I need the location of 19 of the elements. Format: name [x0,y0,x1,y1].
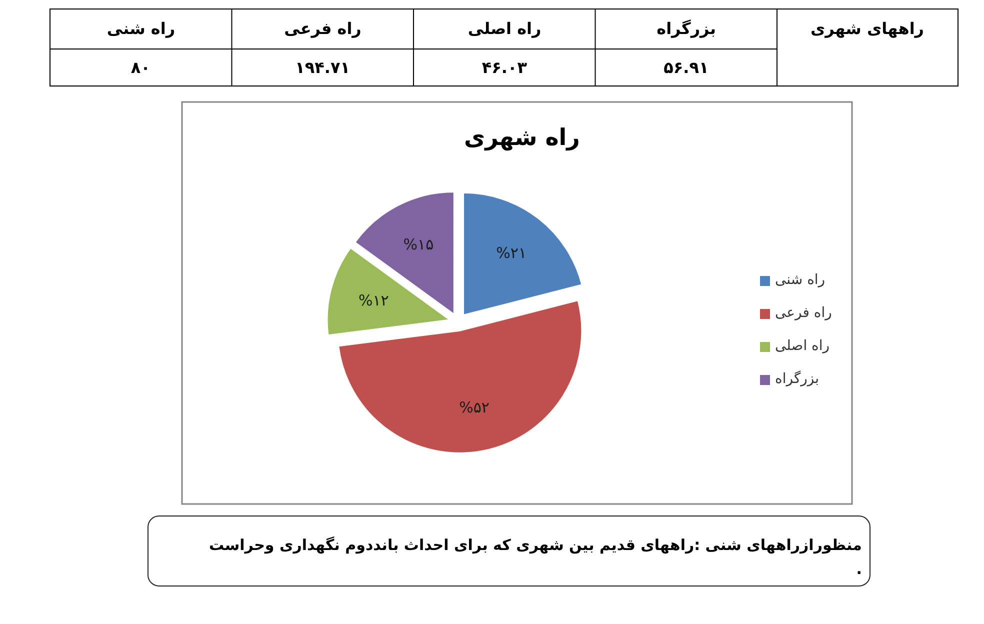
text: بزرگراه [656,19,716,39]
legend-label: راه شنی [775,272,826,290]
legend-label: بزرگراه [775,371,819,388]
text: ۱۹۴.۷۱ [295,58,350,78]
chart-title: راه شهری [464,124,580,152]
data-label: %۱۵ [403,235,434,254]
text: ۸۰ [130,58,150,78]
data-label: %۲۱ [496,244,527,262]
data-label: %۱۲ [358,291,389,310]
text: ۵۶.۹۱ [664,58,709,78]
text: منظورازراههای شنی :راههای قدیم بین شهری که برای احداث بانددوم نگهداری وحراست . [209,535,862,580]
text: راه شنی [106,19,176,39]
text: راه فرعی [284,19,362,39]
legend-label: راه اصلی [775,338,830,356]
legend-label: راه فرعی [775,305,832,322]
text: راه اصلی [468,19,542,39]
data-label: %۵۲ [459,398,490,417]
text: راههای شهری [810,19,924,39]
text: ۴۶.۰۳ [482,58,528,78]
